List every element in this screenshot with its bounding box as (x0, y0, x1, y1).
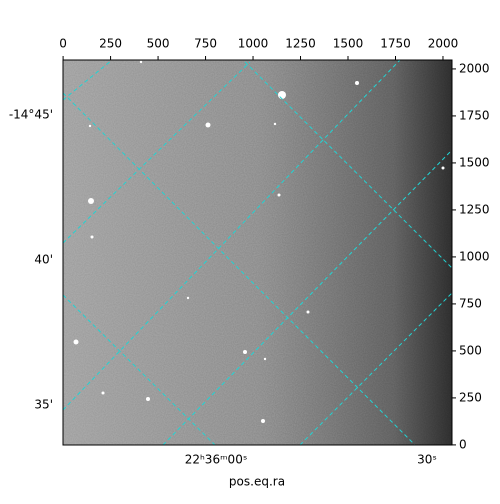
y-tick-label: 2000 (459, 61, 490, 75)
x-tick-label: 750 (194, 37, 217, 51)
y-tick-label: 1250 (459, 202, 490, 216)
x-tick-label: 250 (99, 37, 122, 51)
ra-tick-label: 22ʰ36ᵐ00ˢ (185, 453, 248, 467)
x-tick-label: 1250 (285, 37, 316, 51)
x-tick-label: 0 (59, 37, 67, 51)
y-tick-label: 500 (459, 343, 482, 357)
ra-tick-label: 30ˢ (417, 453, 437, 467)
dec-tick-label: 40' (34, 253, 53, 267)
x-tick-label: 500 (147, 37, 170, 51)
x-tick-label: 1500 (333, 37, 364, 51)
x-axis-label: pos.eq.ra (229, 475, 285, 489)
wcs-grid (63, 60, 452, 445)
frame (62, 59, 453, 446)
y-tick-label: 1000 (459, 249, 490, 263)
dec-tick-label: 35' (34, 398, 53, 412)
x-tick-label: 1000 (238, 37, 269, 51)
y-tick-label: 1750 (459, 108, 490, 122)
y-tick-label: 250 (459, 390, 482, 404)
x-tick-label: 2000 (428, 37, 459, 51)
y-tick-label: 750 (459, 296, 482, 310)
dec-tick-label: -14°45' (9, 108, 53, 122)
image (63, 60, 452, 445)
y-tick-label: 1500 (459, 155, 490, 169)
x-tick-label: 1750 (380, 37, 411, 51)
stars (73, 60, 445, 423)
y-tick-label: 0 (459, 437, 467, 451)
